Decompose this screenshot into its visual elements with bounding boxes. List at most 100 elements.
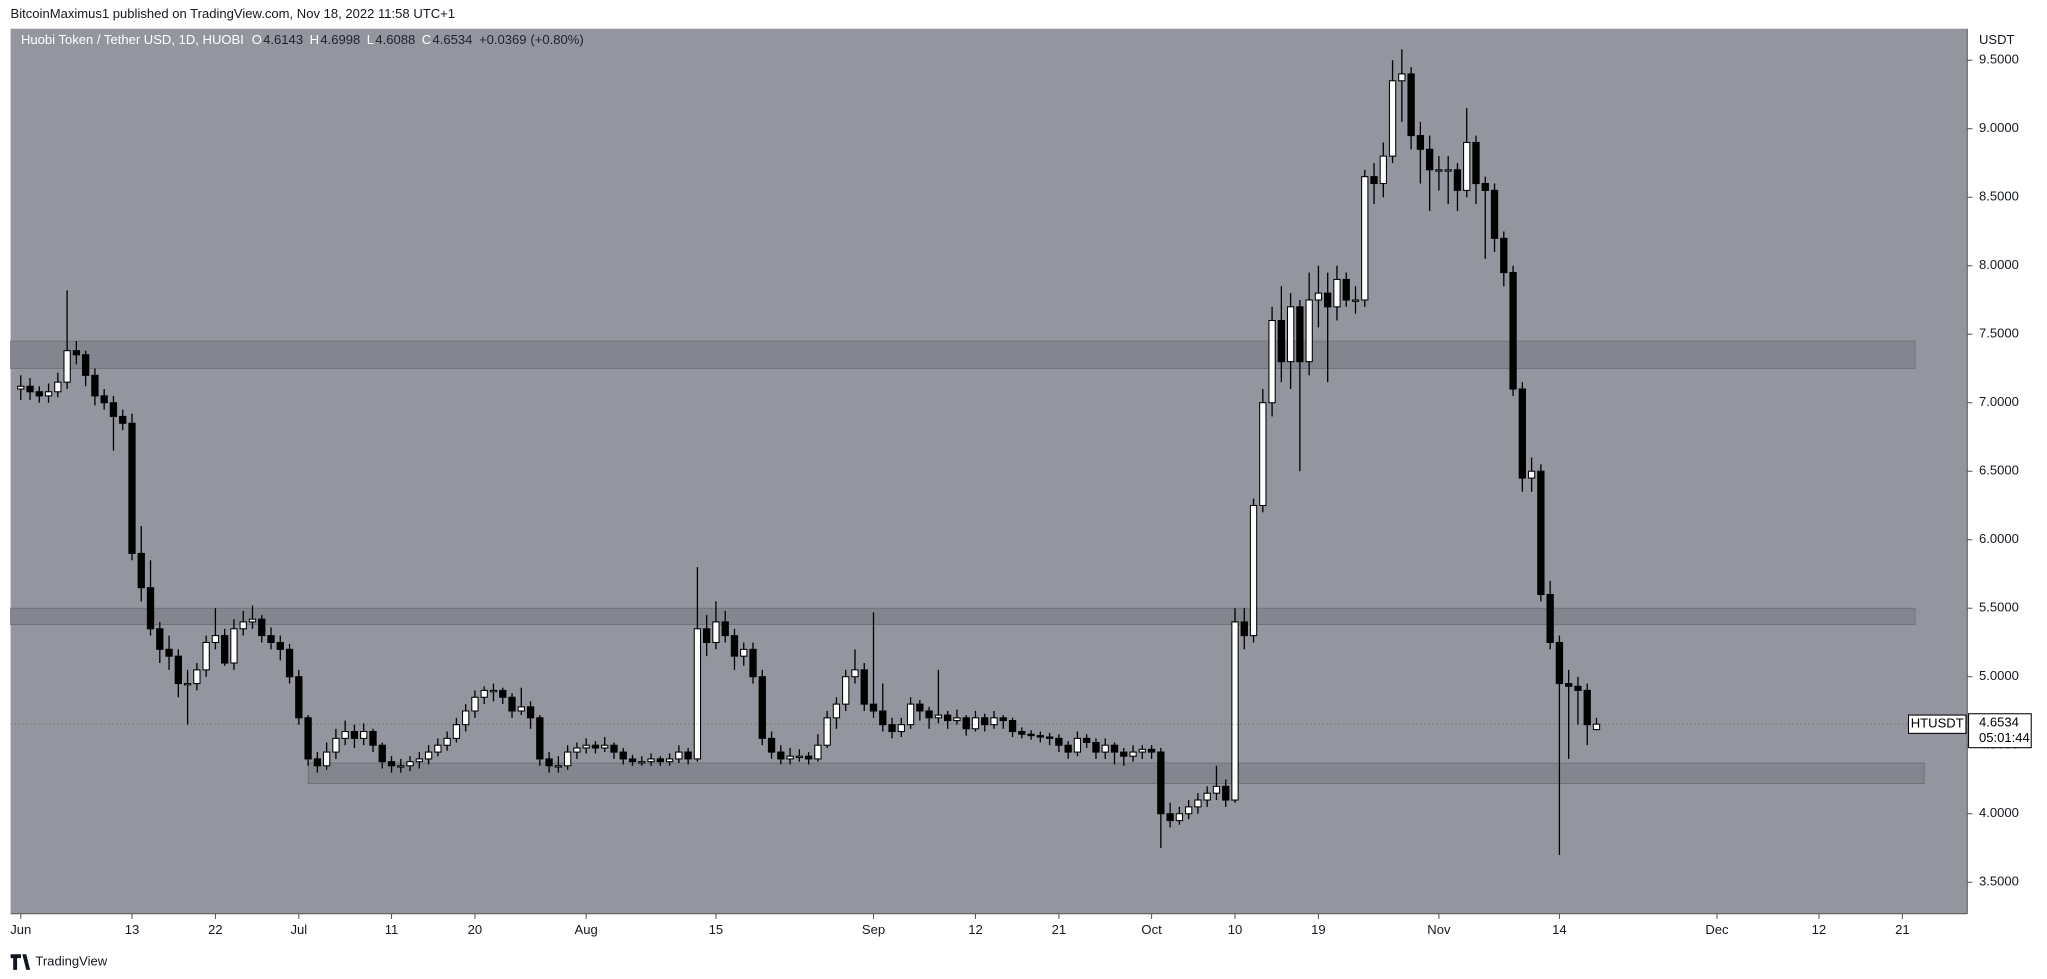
candle-body [1509, 272, 1517, 390]
candle-body [860, 669, 868, 705]
candle-body [536, 717, 544, 760]
candle-body [276, 641, 284, 650]
candle-body [934, 714, 943, 719]
candle-body [1036, 735, 1045, 738]
y-tick-label: 7.5000 [1979, 326, 2019, 341]
candle-body [1166, 813, 1174, 822]
x-tick-label: Oct [1141, 922, 1162, 937]
candle-body [1147, 748, 1156, 753]
x-tick-label: 11 [385, 922, 399, 937]
candle-body [1481, 183, 1489, 191]
candle-body [619, 751, 627, 760]
candle-body [1546, 594, 1554, 643]
y-tick-label: 6.5000 [1979, 463, 2019, 478]
candle-body [397, 765, 405, 768]
candle-body [1203, 792, 1211, 801]
y-tick-label: 9.5000 [1979, 52, 2019, 67]
candle-body [591, 744, 600, 749]
candle-body [1027, 733, 1035, 737]
countdown: 05:01:44 [1979, 730, 2030, 745]
candle-body [174, 655, 182, 685]
symbol-badge [1907, 714, 1967, 734]
candle-body [563, 751, 572, 767]
candle-body [54, 381, 62, 393]
y-tick-label: 9.0000 [1979, 120, 2019, 135]
candle-body [684, 751, 692, 760]
candle-body [1175, 813, 1184, 822]
candle-body [526, 706, 535, 719]
change: +0.0369 [479, 32, 527, 47]
candle-body [665, 758, 674, 763]
candle-body [823, 717, 831, 746]
candle-body [378, 744, 386, 763]
x-tick-label: Nov [1427, 922, 1451, 937]
y-tick-label: 7.0000 [1979, 394, 2019, 409]
candle-body [221, 635, 229, 664]
candle-body [1537, 470, 1545, 596]
candle-body [1361, 176, 1369, 301]
candle-body [804, 755, 813, 760]
y-tick-label: 6.0000 [1979, 531, 2019, 546]
candle-body [1138, 748, 1146, 753]
symbol-title: Huobi Token / Tether USD, 1D, HUOBI [21, 32, 244, 47]
candle-body [1472, 141, 1480, 185]
candle-body [869, 703, 878, 712]
candle-body [916, 703, 924, 712]
ohlc-value: 4.6143 [263, 32, 303, 47]
candle-body [1324, 292, 1332, 308]
candle-body [628, 758, 637, 763]
candle-body [415, 758, 423, 763]
candle-body [1129, 751, 1137, 757]
candle-body [1110, 744, 1119, 753]
candle-body [721, 621, 729, 637]
candle-body [712, 621, 720, 643]
candle-body [971, 717, 980, 730]
candle-body [1305, 299, 1313, 363]
candle-body [109, 402, 118, 417]
y-tick-label: 3.5000 [1979, 874, 2019, 889]
candle-body [944, 714, 952, 722]
candle-body [545, 758, 553, 767]
x-tick-label: 20 [468, 922, 483, 937]
candle-body [137, 552, 145, 589]
candle-body [1296, 306, 1304, 363]
x-tick-label: Dec [1705, 922, 1729, 937]
candle-body [999, 717, 1007, 722]
candle-body [1370, 176, 1378, 185]
candle-body [1342, 278, 1350, 301]
candle-body [1212, 785, 1221, 794]
candle-body [1240, 621, 1248, 637]
candle-body [91, 374, 99, 397]
candle-body [647, 758, 655, 763]
candle-body [851, 669, 859, 678]
candle-body [795, 755, 804, 759]
candle-body [1379, 155, 1387, 185]
candle-body [601, 744, 609, 749]
candle-body [211, 635, 220, 643]
candle-body [656, 758, 664, 763]
candle-body [786, 755, 794, 760]
candle-body [341, 731, 349, 739]
candle-body [1463, 141, 1471, 191]
ohlc-value: 4.6534 [433, 32, 473, 47]
candle-body [1398, 73, 1406, 82]
candle-body [1388, 80, 1397, 157]
candle-body [63, 350, 71, 383]
x-tick-label: 10 [1228, 922, 1243, 937]
candle-body [295, 676, 303, 719]
candle-body [332, 737, 340, 753]
candle-body [248, 618, 257, 623]
x-tick-label: Sep [862, 922, 885, 937]
y-tick-label: 8.0000 [1979, 257, 2019, 272]
candle-body [1518, 388, 1526, 479]
candle-body [322, 751, 331, 767]
candle-body [304, 717, 312, 760]
candle-body [1407, 73, 1415, 137]
candle-body [1574, 685, 1582, 691]
symbol-label: HTUSDT [1911, 716, 1964, 731]
candle-body [1231, 621, 1239, 801]
candle-body [703, 628, 711, 643]
candle-body [693, 628, 702, 760]
candle-body [610, 744, 618, 753]
